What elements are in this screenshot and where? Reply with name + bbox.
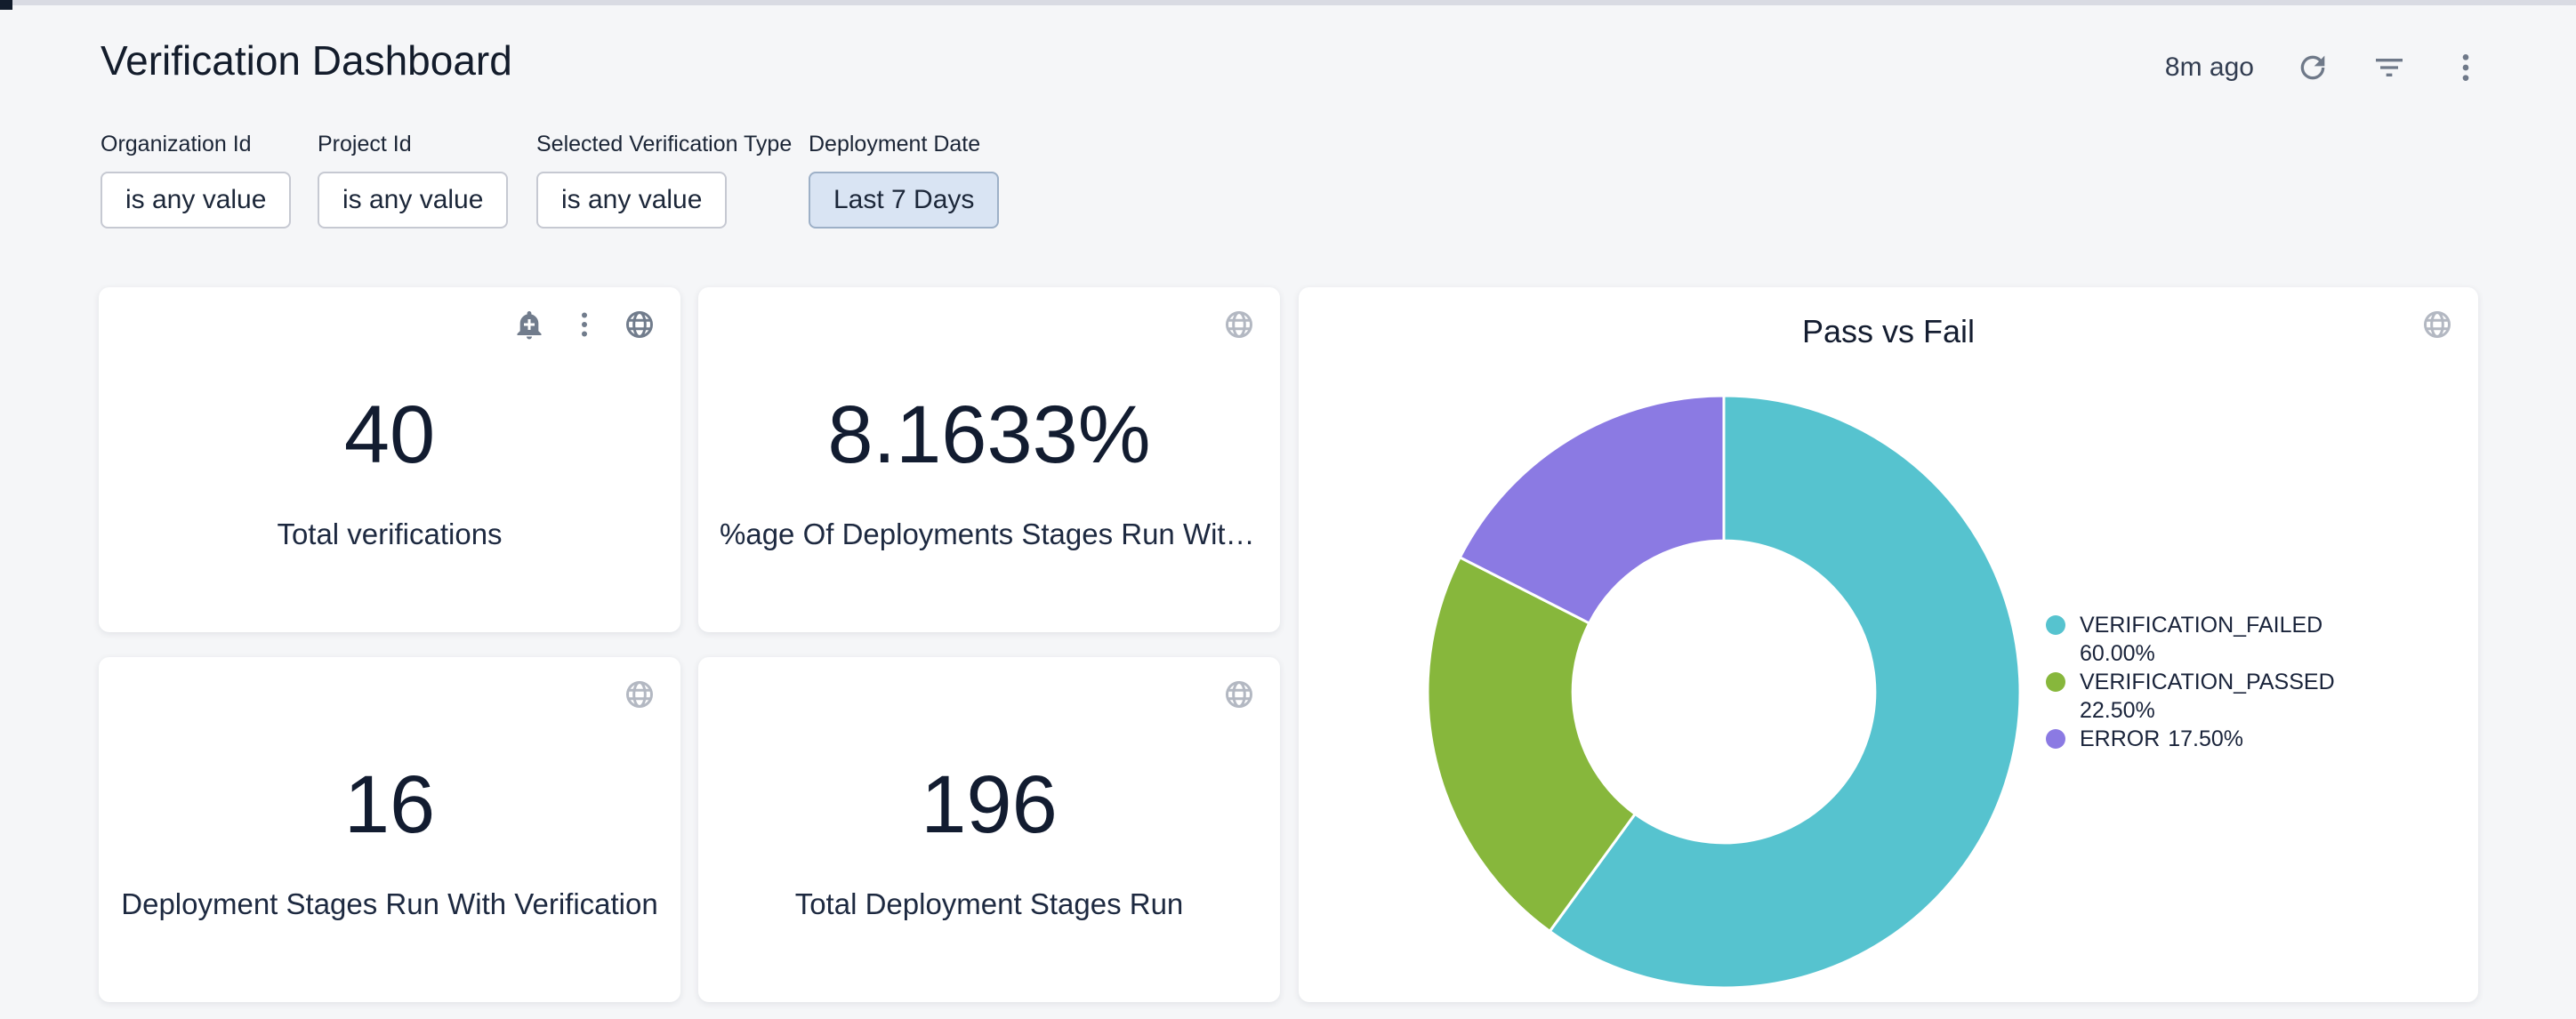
filter-label: Project Id <box>318 132 508 157</box>
legend-item-error[interactable]: ERROR 17.50% <box>2046 725 2339 753</box>
filter-value-button[interactable]: Last 7 Days <box>809 172 999 229</box>
kebab-menu-icon[interactable] <box>2448 50 2483 85</box>
legend-dot <box>2046 729 2065 749</box>
kpi-label: %age Of Deployments Stages Run With V… <box>720 517 1259 552</box>
kpi-label: Total verifications <box>277 517 502 552</box>
tile-hover-actions <box>513 309 656 341</box>
filter-project-id: Project Id is any value <box>318 132 508 229</box>
chart-legend: VERIFICATION_FAILED 60.00%VERIFICATION_P… <box>2046 611 2339 753</box>
filter-organization-id: Organization Id is any value <box>101 132 291 229</box>
pass-vs-fail-chart-card: Pass vs Fail VERIFICATION_FAILED 60.00%V… <box>1299 287 2478 1002</box>
dashboard-page: Verification Dashboard 8m ago Organizati… <box>0 0 2576 1019</box>
last-refresh-label: 8m ago <box>2165 52 2254 83</box>
legend-label: VERIFICATION_FAILED 60.00% <box>2080 611 2339 668</box>
filter-value-button[interactable]: is any value <box>101 172 291 229</box>
legend-label: ERROR 17.50% <box>2080 725 2243 753</box>
globe-icon[interactable] <box>624 678 656 710</box>
legend-label: VERIFICATION_PASSED 22.50% <box>2080 668 2339 725</box>
top-scrollbar-thumb[interactable] <box>0 0 12 10</box>
legend-dot <box>2046 615 2065 635</box>
kpi-tile-total-deployment-stages: 196 Total Deployment Stages Run <box>698 657 1280 1002</box>
legend-item-verification_passed[interactable]: VERIFICATION_PASSED 22.50% <box>2046 668 2339 725</box>
kebab-menu-icon[interactable] <box>568 309 600 341</box>
filter-label: Organization Id <box>101 132 291 157</box>
kpi-label: Total Deployment Stages Run <box>795 887 1184 922</box>
filter-selected-verification-type: Selected Verification Type is any value <box>536 132 792 229</box>
kpi-label: Deployment Stages Run With Verification <box>121 887 657 922</box>
refresh-icon[interactable] <box>2295 50 2330 85</box>
legend-item-verification_failed[interactable]: VERIFICATION_FAILED 60.00% <box>2046 611 2339 668</box>
filter-value-button[interactable]: is any value <box>536 172 727 229</box>
kpi-value: 16 <box>344 760 435 849</box>
kpi-value: 8.1633% <box>827 390 1150 479</box>
kpi-tile-total-verifications: 40 Total verifications <box>99 287 680 632</box>
bell-plus-icon[interactable] <box>513 309 545 341</box>
filter-deployment-date: Deployment Date Last 7 Days <box>809 132 999 229</box>
kpi-value: 40 <box>344 390 435 479</box>
kpi-tile-pct-deployment-stages: 8.1633% %age Of Deployments Stages Run W… <box>698 287 1280 632</box>
header-controls: 8m ago <box>2165 50 2483 85</box>
kpi-tile-stages-with-verification: 16 Deployment Stages Run With Verificati… <box>99 657 680 1002</box>
filter-label: Deployment Date <box>809 132 999 157</box>
legend-dot <box>2046 672 2065 692</box>
filter-label: Selected Verification Type <box>536 132 792 157</box>
filter-icon[interactable] <box>2371 50 2407 85</box>
globe-icon[interactable] <box>624 309 656 341</box>
kpi-value: 196 <box>921 760 1058 849</box>
globe-icon[interactable] <box>1223 309 1255 341</box>
top-scrollbar-track <box>0 0 2576 5</box>
globe-icon[interactable] <box>1223 678 1255 710</box>
filter-value-button[interactable]: is any value <box>318 172 508 229</box>
page-title: Verification Dashboard <box>101 36 512 85</box>
